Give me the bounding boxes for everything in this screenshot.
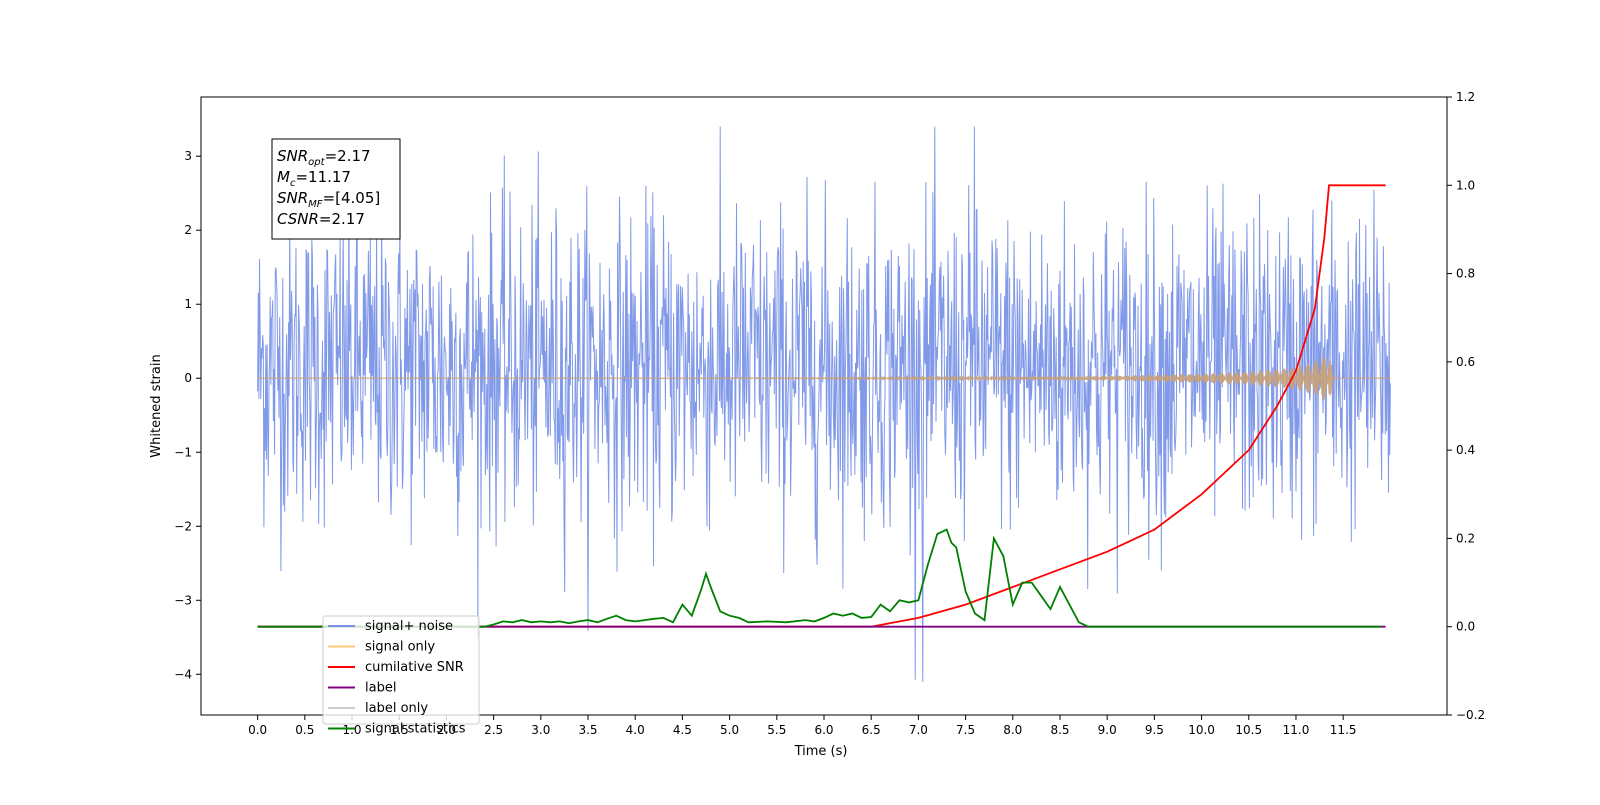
- legend-label: signal statistics: [365, 722, 466, 737]
- x-tick-label: 1.0: [342, 723, 361, 737]
- y-tick-label: −2: [174, 519, 192, 533]
- x-tick-label: 10.0: [1188, 723, 1215, 737]
- y2-tick-label: −0.2: [1456, 708, 1485, 722]
- x-tick-label: 3.0: [531, 723, 550, 737]
- x-axis: 0.0 0.5 1.0 1.5 2.0 2.5 3.0 3.5 4.0 4.5 5.0 5.5 6.0 6…: [248, 715, 1357, 737]
- y-tick-label: −3: [174, 593, 192, 607]
- x-tick-label: 1.5: [390, 723, 409, 737]
- x-tick-label: 7.0: [909, 723, 928, 737]
- legend: signal+ noise signal only cumilative SNR la…: [322, 615, 480, 737]
- legend-label: cumilative SNR: [365, 660, 464, 675]
- y-axis-left: −4 −3 −2 −1 0 1 2 3: [174, 149, 201, 681]
- x-tick-label: 4.0: [626, 723, 645, 737]
- noise-line: [257, 126, 1391, 682]
- legend-label: signal only: [365, 640, 435, 655]
- x-axis-label: Time (s): [794, 744, 848, 759]
- x-tick-label: 9.5: [1145, 723, 1164, 737]
- y2-tick-label: 1.0: [1456, 178, 1475, 192]
- x-tick-label: 0.5: [295, 723, 314, 737]
- y-tick-label: −4: [174, 667, 192, 681]
- x-tick-label: 11.5: [1330, 723, 1357, 737]
- y-tick-label: 3: [184, 149, 192, 163]
- legend-label: signal+ noise: [365, 619, 453, 634]
- y2-tick-label: 0.0: [1456, 620, 1475, 634]
- x-tick-label: 5.0: [720, 723, 739, 737]
- legend-label: label only: [365, 701, 428, 716]
- annotation-frame: [271, 138, 401, 240]
- annotation-line: CSNR=2.17: [277, 210, 365, 228]
- x-tick-label: 8.0: [1003, 723, 1022, 737]
- x-tick-label: 3.5: [578, 723, 597, 737]
- annotation-line: SNRMF=[4.05]: [277, 189, 380, 210]
- x-tick-label: 4.5: [673, 723, 692, 737]
- annotation-line: Mc=11.17: [277, 168, 351, 189]
- series-signal-only: [257, 356, 1391, 401]
- x-tick-label: 6.5: [862, 723, 881, 737]
- x-tick-label: 7.5: [956, 723, 975, 737]
- x-tick-label: 10.5: [1235, 723, 1262, 737]
- x-tick-label: 8.5: [1050, 723, 1069, 737]
- series-signal-noise: [257, 126, 1391, 682]
- series-line-signal-statistics: [257, 528, 1381, 628]
- annotation-line: SNRopt=2.17: [277, 147, 371, 168]
- signal-only-line: [257, 356, 1391, 401]
- x-tick-label: 9.0: [1098, 723, 1117, 737]
- x-tick-label: 0.0: [248, 723, 267, 737]
- legend-frame: [322, 615, 480, 725]
- y2-tick-label: 0.4: [1456, 443, 1475, 457]
- y2-tick-label: 0.6: [1456, 355, 1475, 369]
- x-tick-label: 2.5: [484, 723, 503, 737]
- x-tick-label: 2.0: [437, 723, 456, 737]
- x-tick-label: 6.0: [814, 723, 833, 737]
- y-axis-right: −0.2 0.0 0.2 0.4 0.6 0.8 1.0 1.2: [1447, 90, 1485, 722]
- y-tick-label: −1: [174, 445, 192, 459]
- y-axis-label: Whitened strain: [149, 354, 164, 457]
- legend-label: label: [365, 681, 396, 696]
- y-tick-label: 2: [184, 223, 192, 237]
- y2-tick-label: 0.2: [1456, 531, 1475, 545]
- y2-tick-label: 0.8: [1456, 267, 1475, 281]
- y-tick-label: 0: [184, 371, 192, 385]
- y-tick-label: 1: [184, 297, 192, 311]
- series-line-cumilative-snr: [257, 184, 1386, 628]
- x-tick-label: 5.5: [767, 723, 786, 737]
- x-tick-label: 11.0: [1283, 723, 1310, 737]
- y2-tick-label: 1.2: [1456, 90, 1475, 104]
